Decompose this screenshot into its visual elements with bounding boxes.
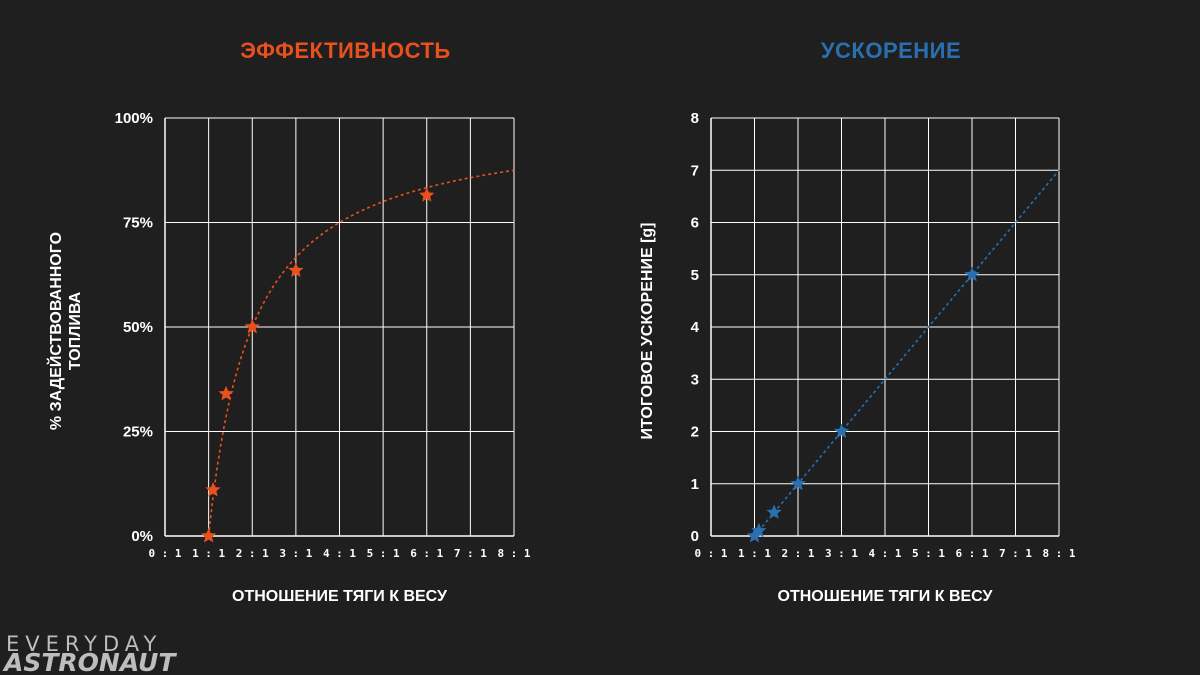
- y-tick-label: 8: [691, 110, 699, 127]
- acceleration-chart: УСКОРЕНИЕ 0 1 2 3 4 5 6 7 8 0 : 1 1 : 1 2 : 1 3 : 1 4 …: [639, 38, 1076, 605]
- x-tick-label: 0 : 1: [148, 547, 181, 560]
- data-point-star: [288, 262, 304, 278]
- x-tick-label: 3 : 1: [825, 547, 858, 560]
- x-tick-label: 6 : 1: [955, 547, 988, 560]
- data-point-star: [218, 385, 234, 401]
- chart-title: ЭФФЕКТИВНОСТЬ: [240, 38, 451, 63]
- data-point-star: [751, 522, 767, 538]
- logo-line-1: EVERYDAY: [6, 632, 162, 656]
- x-tick-label: 4 : 1: [868, 547, 901, 560]
- y-axis-label: ИТОГОВОЕ УСКОРЕНИЕ [g]: [639, 222, 656, 439]
- y-tick-label: 5: [691, 267, 699, 284]
- y-tick-label: 4: [691, 319, 700, 336]
- x-axis-label: ОТНОШЕНИЕ ТЯГИ К ВЕСУ: [778, 588, 994, 605]
- logo-line-2: ASTRONAUT: [2, 648, 177, 675]
- x-tick-label: 3 : 1: [279, 547, 312, 560]
- y-tick-label: 1: [691, 476, 699, 493]
- series-line: [207, 169, 515, 537]
- data-point-star: [790, 475, 806, 491]
- data-point-star: [964, 266, 980, 282]
- y-tick-label: 25%: [123, 424, 153, 441]
- data-point-star: [419, 187, 435, 202]
- series-line: [753, 169, 1060, 537]
- y-axis-label-line: % ЗАДЕЙСТВОВАННОГО: [46, 232, 65, 430]
- y-tick-label: 0%: [131, 528, 153, 545]
- y-tick-label: 0: [691, 528, 699, 545]
- data-point-star: [201, 528, 217, 543]
- y-tick-label: 6: [691, 215, 699, 232]
- x-tick-label: 7 : 1: [999, 547, 1032, 560]
- x-tick-label: 7 : 1: [454, 547, 487, 560]
- y-axis-label-line: ИТОГОВОЕ УСКОРЕНИЕ [g]: [639, 222, 656, 439]
- efficiency-chart: ЭФФЕКТИВНОСТЬ 0% 25% 50% 75% 100% 0 : 1 1 : 1 2 …: [46, 38, 531, 605]
- x-tick-label: 8 : 1: [497, 547, 530, 560]
- data-point-star: [746, 528, 763, 543]
- data-point-star: [205, 482, 221, 497]
- y-tick-label: 2: [691, 424, 699, 441]
- x-tick-label: 4 : 1: [323, 547, 356, 560]
- x-tick-label: 0 : 1: [694, 547, 727, 560]
- y-axis-label: % ЗАДЕЙСТВОВАННОГО ТОПЛИВА: [46, 232, 84, 430]
- x-tick-label: 5 : 1: [912, 547, 945, 560]
- y-tick-label: 50%: [123, 319, 153, 336]
- x-tick-label: 2 : 1: [236, 547, 269, 560]
- x-tick-label: 5 : 1: [367, 547, 400, 560]
- data-point-star: [244, 319, 260, 334]
- x-tick-label: 6 : 1: [410, 547, 443, 560]
- x-tick-label: 1 : 1: [192, 547, 225, 560]
- chart-title: УСКОРЕНИЕ: [821, 38, 961, 63]
- x-tick-label: 8 : 1: [1042, 547, 1075, 560]
- y-tick-label: 75%: [123, 215, 153, 232]
- grid: [165, 117, 515, 536]
- x-tick-label: 2 : 1: [781, 547, 814, 560]
- y-tick-label: 100%: [115, 110, 153, 127]
- y-tick-label: 7: [691, 162, 699, 179]
- data-point-star: [833, 423, 850, 438]
- x-axis-label: ОТНОШЕНИЕ ТЯГИ К ВЕСУ: [232, 588, 448, 605]
- x-tick-label: 1 : 1: [738, 547, 771, 560]
- y-axis-label-line: ТОПЛИВА: [67, 291, 84, 370]
- grid: [711, 117, 1060, 536]
- data-point-star: [766, 504, 782, 519]
- everyday-astronaut-logo: EVERYDAY ASTRONAUT: [2, 632, 177, 675]
- y-tick-label: 3: [691, 371, 699, 388]
